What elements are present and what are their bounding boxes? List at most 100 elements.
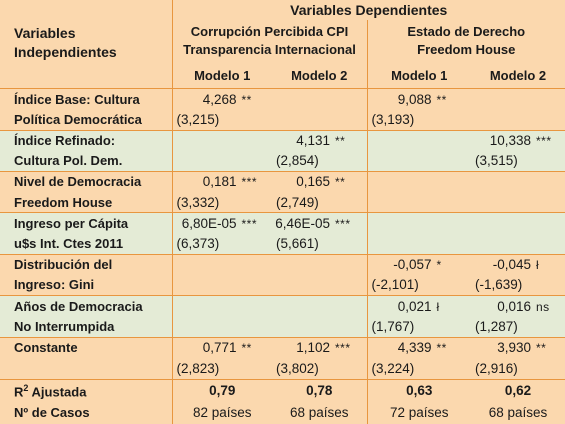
row-label-line2: No Interrumpida (14, 318, 115, 334)
coefficient-cell (171, 295, 272, 316)
cases-value: 68 países (289, 405, 349, 421)
significance-marker: *** (335, 216, 351, 231)
r2-value: 0,79 (171, 379, 272, 402)
standard-error-cell: (3,193) (366, 109, 471, 131)
row-label-line1: Índice Base: Cultura (14, 91, 140, 107)
row-label-line1: Nivel de Democracia (14, 174, 142, 190)
model-heading: Modelo 1 (366, 62, 471, 89)
standard-error-cell (471, 192, 565, 213)
standard-error-cell: (3,515) (475, 153, 518, 169)
standard-error-cell (471, 109, 565, 130)
coefficient-value: 3,930 (497, 340, 531, 356)
coefficient-value: 0,021 (397, 298, 432, 314)
coefficient-cell (272, 254, 367, 274)
group-cpi-line2: Transparencia Internacional (183, 42, 356, 58)
row-label-line2: Freedom House (14, 194, 113, 210)
standard-error-cell: (2,823) (171, 358, 272, 380)
coefficient-value: -0,057 (393, 257, 432, 273)
table-body: Índice Base: Cultura 4,268 ** 9,088 ** Políti… (0, 88, 565, 380)
model-heading: Modelo 2 (489, 67, 547, 83)
coefficient-cell (366, 130, 471, 151)
significance-marker: ** (241, 341, 252, 356)
significance-marker: ł (436, 299, 440, 314)
standard-error-cell (171, 150, 272, 172)
row-label-line1: Distribución del (14, 257, 113, 273)
coefficient-cell (471, 213, 565, 233)
cases-value: 68 países (488, 405, 548, 421)
significance-marker: ** (335, 134, 346, 149)
coefficient-cell: 6,80E-05 *** (171, 212, 272, 234)
significance-marker: ns (536, 299, 550, 314)
standard-error-cell: (2,749) (276, 194, 319, 210)
coefficient-value: 9,088 (397, 91, 432, 107)
r2-value: 0,63 (366, 379, 471, 402)
coefficient-value: 0,771 (202, 340, 237, 356)
standard-error-cell (272, 316, 367, 337)
table-row: Constante 0,771 ** 1,102 *** 4,339 ** 3,930 ** (0, 337, 565, 359)
table-row: Nivel de Democracia 0,181 *** 0,165 ** (0, 171, 565, 192)
coefficient-cell: 0,021 ł (366, 295, 471, 316)
significance-marker: *** (536, 134, 552, 149)
group-heading-rule-of-law: Estado de Derecho Freedom House (366, 20, 565, 63)
significance-marker: ł (536, 258, 540, 273)
standard-error-cell (272, 275, 367, 296)
standard-error-cell: (2,916) (475, 361, 518, 377)
coefficient-cell (171, 130, 272, 151)
significance-marker: ** (436, 92, 447, 107)
table-row-se: Ingreso: Gini (-2,101) (-1,639) (0, 274, 565, 296)
row-label-line1: Índice Refinado: (14, 133, 116, 149)
coefficient-cell: 4,339 ** (366, 337, 471, 359)
standard-error-cell: (-2,101) (366, 274, 471, 296)
significance-marker: *** (241, 216, 258, 231)
row-label-line1: Ingreso per Cápita (14, 215, 129, 231)
coefficient-cell (366, 212, 471, 234)
coefficient-value: 6,46E-05 (275, 215, 330, 231)
table-row: Ingreso per Cápita 6,80E-05 *** 6,46E-05 *** (0, 212, 565, 234)
r2-label: R2 Ajustada (14, 382, 87, 400)
significance-marker: ** (536, 341, 547, 356)
table-row-se: Freedom House (3,332) (2,749) (0, 191, 565, 213)
group-rol-line2: Freedom House (417, 42, 516, 58)
r2-row: R2 Ajustada 0,79 0,78 0,63 0,62 (0, 379, 565, 402)
coefficient-value: 4,339 (397, 340, 432, 356)
coefficient-value: 0,016 (497, 298, 531, 314)
coefficient-cell (272, 296, 367, 316)
standard-error-cell: (2,854) (276, 153, 319, 169)
cases-value: 82 países (171, 401, 272, 424)
table-row-se: Política Democrática (3,215) (3,193) (0, 109, 565, 131)
independent-variables-heading: Variables Independientes (0, 0, 172, 89)
model-heading: Modelo 1 (171, 62, 272, 89)
coefficient-cell: 0,181 *** (171, 171, 272, 192)
header-row-dependent: Variables Independientes Variables Depen… (0, 0, 565, 89)
coefficient-cell: 9,088 ** (366, 88, 471, 110)
group-rol-line1: Estado de Derecho (407, 24, 526, 40)
coefficient-cell: 0,165 ** (272, 172, 367, 192)
group-cpi-line1: Corrupción Percibida CPI (190, 24, 349, 40)
significance-marker: ** (436, 341, 447, 356)
coefficient-cell: 10,338 *** (471, 130, 565, 150)
r2-value: 0,62 (504, 383, 532, 399)
significance-marker: * (436, 258, 442, 273)
table-row: Distribución del -0,057 * -0,045 ł (0, 254, 565, 275)
row-label-line1: Años de Democracia (14, 298, 143, 314)
group-heading-cpi: Corrupción Percibida CPI Transparencia I… (171, 20, 367, 63)
model-heading: Modelo 2 (291, 67, 348, 83)
coefficient-cell: 4,268 ** (171, 88, 272, 110)
standard-error-cell: (6,373) (171, 233, 272, 255)
coefficient-value: 1,102 (296, 340, 330, 356)
coefficient-value: 6,80E-05 (181, 215, 237, 231)
coefficient-cell: 0,771 ** (171, 337, 272, 359)
table-row-se: No Interrumpida (1,767) (1,287) (0, 315, 565, 338)
significance-marker: *** (241, 175, 258, 190)
standard-error-cell (366, 191, 471, 213)
coefficient-cell (366, 171, 471, 192)
cases-value: 72 países (366, 401, 471, 424)
standard-error-cell: (5,661) (276, 235, 319, 251)
row-label-line1: Constante (14, 340, 78, 356)
standard-error-cell: (3,215) (171, 109, 272, 131)
standard-error-cell: (3,332) (171, 191, 272, 213)
coefficient-value: 10,338 (489, 133, 531, 149)
coefficient-cell: 3,930 ** (471, 337, 565, 358)
coefficient-cell: -0,057 * (366, 254, 471, 275)
table-row-se: u$s Int. Ctes 2011 (6,373) (5,661) (0, 233, 565, 255)
